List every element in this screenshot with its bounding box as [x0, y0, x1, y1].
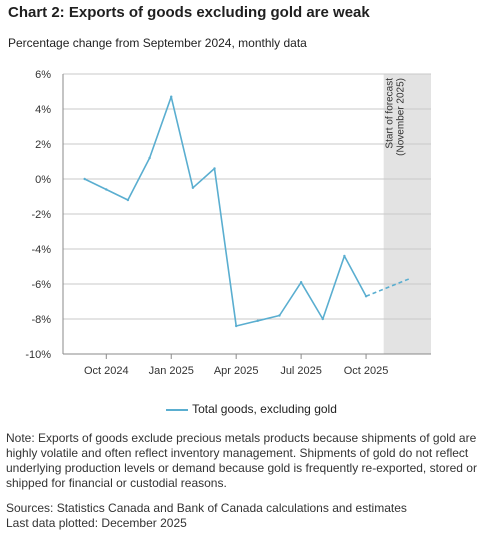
x-tick-label: Jan 2025: [149, 365, 194, 377]
chart-sources: Sources: Statistics Canada and Bank of C…: [6, 501, 407, 515]
data-point: [321, 317, 324, 321]
forecast-line: [365, 278, 410, 298]
data-point: [213, 167, 216, 170]
y-tick-label: -6%: [31, 279, 51, 291]
data-point: [234, 324, 238, 328]
y-tick-label: 6%: [35, 69, 51, 81]
y-tick-label: 4%: [35, 104, 51, 116]
y-tick-label: -4%: [31, 244, 51, 256]
data-point: [170, 95, 173, 98]
legend-swatch: [166, 408, 189, 411]
data-point: [148, 156, 151, 160]
y-tick-label: 2%: [35, 139, 51, 151]
data-point: [278, 314, 281, 317]
data-point: [105, 188, 108, 191]
data-point: [191, 186, 195, 189]
x-tick-label: Jul 2025: [280, 365, 322, 377]
x-tick-label: Oct 2025: [344, 365, 389, 377]
chart-subtitle: Percentage change from September 2024, m…: [8, 36, 307, 50]
data-point: [126, 198, 130, 202]
data-point: [343, 254, 346, 258]
data-point: [83, 177, 86, 181]
y-tick-label: -10%: [25, 349, 51, 361]
x-tick-label: Apr 2025: [214, 365, 259, 377]
forecast-label: Start of forecast (November 2025): [385, 78, 407, 156]
data-point: [256, 319, 260, 322]
chart-note: Note: Exports of goods exclude precious …: [6, 431, 477, 490]
chart-title: Chart 2: Exports of goods excluding gold…: [8, 4, 370, 21]
y-tick-label: -8%: [31, 314, 51, 326]
forecast-label-line1: Start of forecast: [385, 78, 396, 149]
legend-label: Total goods, excluding gold: [192, 402, 337, 416]
data-point: [299, 281, 303, 284]
x-tick-label: Oct 2024: [84, 365, 129, 377]
forecast-label-line2: (November 2025): [396, 78, 407, 156]
line-chart: 6% 4% 2% 0% -2% -4% -6% -8% -10% Oct 2024 Jan 2025…: [25, 69, 431, 377]
last-data-plotted: Last data plotted: December 2025: [6, 516, 187, 530]
y-tick-label: 0%: [35, 174, 51, 186]
series-line: [84, 95, 367, 327]
y-tick-label: -2%: [31, 209, 51, 221]
legend: Total goods, excluding gold: [0, 402, 503, 416]
